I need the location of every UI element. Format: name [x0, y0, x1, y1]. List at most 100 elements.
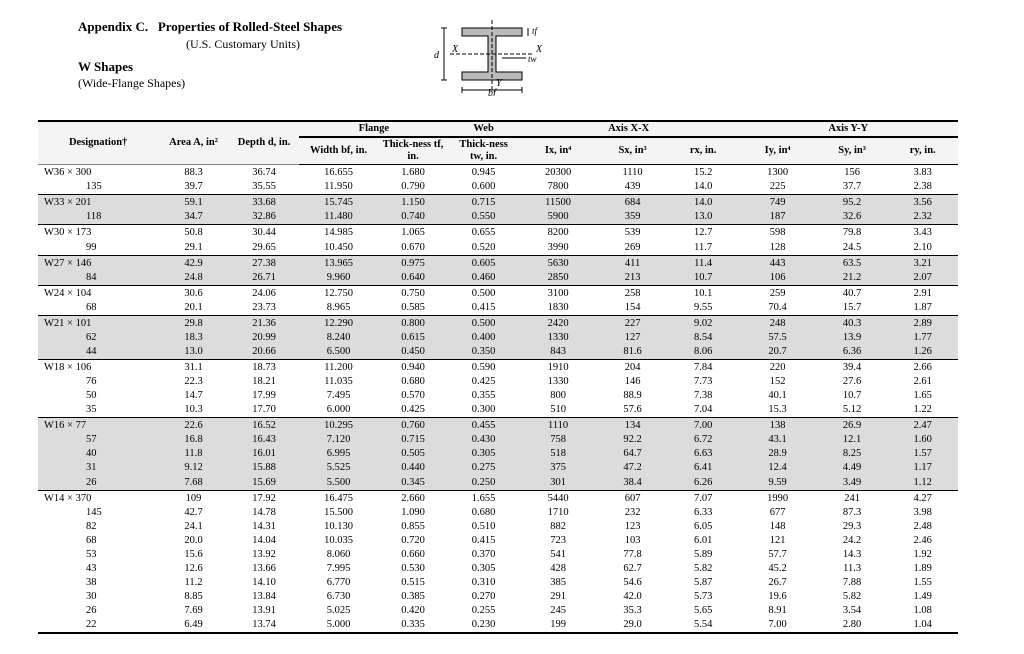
value-cell: 0.720	[378, 534, 449, 548]
value-cell: 1990	[738, 490, 816, 506]
designation-cell: W27 × 146	[38, 255, 158, 271]
table-row: 6820.123.738.9650.5850.41518301549.5570.…	[38, 301, 958, 316]
value-cell: 2.48	[887, 520, 958, 534]
value-cell: 0.310	[448, 576, 519, 590]
value-cell: 3.21	[887, 255, 958, 271]
title: Properties of Rolled-Steel Shapes	[158, 19, 342, 34]
value-cell: 0.415	[448, 534, 519, 548]
value-cell: 518	[519, 447, 597, 461]
table-row: W18 × 10631.118.7311.2000.9400.590191020…	[38, 360, 958, 376]
value-cell: 57.5	[738, 331, 816, 345]
value-cell: 2.47	[887, 418, 958, 434]
col-tw: Thick-ness tw, in.	[448, 137, 519, 165]
value-cell: 77.8	[597, 548, 668, 562]
value-cell: 24.5	[817, 241, 888, 256]
value-cell: 1.17	[887, 461, 958, 475]
value-cell: 510	[519, 403, 597, 418]
subtitle: W Shapes	[78, 58, 342, 76]
value-cell: 359	[597, 210, 668, 225]
value-cell: 39.7	[158, 180, 229, 195]
value-cell: 95.2	[817, 195, 888, 211]
value-cell: 0.945	[448, 165, 519, 181]
value-cell: 3.49	[817, 476, 888, 491]
value-cell: 1110	[519, 418, 597, 434]
value-cell: 154	[597, 301, 668, 316]
table-row: 308.8513.846.7300.3850.27029142.05.7319.…	[38, 590, 958, 604]
subtitle2: (Wide-Flange Shapes)	[78, 75, 342, 91]
value-cell: 22.6	[158, 418, 229, 434]
value-cell: 0.305	[448, 562, 519, 576]
value-cell: 22.3	[158, 375, 229, 389]
value-cell: 7.120	[299, 433, 377, 447]
units-line: (U.S. Customary Units)	[186, 36, 342, 52]
value-cell: 758	[519, 433, 597, 447]
designation-cell: 57	[38, 433, 158, 447]
value-cell: 3.56	[887, 195, 958, 211]
value-cell: 0.305	[448, 447, 519, 461]
value-cell: 0.940	[378, 360, 449, 376]
value-cell: 88.3	[158, 165, 229, 181]
value-cell: 21.2	[817, 271, 888, 286]
table-row: 4312.613.667.9950.5300.30542862.75.8245.…	[38, 562, 958, 576]
value-cell: 1.12	[887, 476, 958, 491]
ibeam-diagram: d X X tf tw Y bf	[422, 18, 562, 96]
value-cell: 10.3	[158, 403, 229, 418]
value-cell: 269	[597, 241, 668, 256]
value-cell: 5900	[519, 210, 597, 225]
value-cell: 64.7	[597, 447, 668, 461]
value-cell: 3.83	[887, 165, 958, 181]
label-tf: tf	[532, 26, 539, 36]
value-cell: 26.7	[738, 576, 816, 590]
value-cell: 3990	[519, 241, 597, 256]
value-cell: 385	[519, 576, 597, 590]
value-cell: 31.1	[158, 360, 229, 376]
designation-cell: 26	[38, 476, 158, 491]
value-cell: 6.41	[668, 461, 739, 475]
value-cell: 1.87	[887, 301, 958, 316]
value-cell: 1.89	[887, 562, 958, 576]
table-row: W33 × 20159.133.6815.7451.1500.715115006…	[38, 195, 958, 211]
value-cell: 37.7	[817, 180, 888, 195]
value-cell: 14.0	[668, 195, 739, 211]
value-cell: 16.01	[229, 447, 300, 461]
value-cell: 227	[597, 315, 668, 331]
value-cell: 0.455	[448, 418, 519, 434]
value-cell: 723	[519, 534, 597, 548]
value-cell: 10.7	[817, 389, 888, 403]
value-cell: 16.8	[158, 433, 229, 447]
value-cell: 11.480	[299, 210, 377, 225]
value-cell: 10.295	[299, 418, 377, 434]
table-row: 8424.826.719.9600.6400.460285021310.7106…	[38, 271, 958, 286]
value-cell: 17.70	[229, 403, 300, 418]
value-cell: 15.500	[299, 506, 377, 520]
value-cell: 4.49	[817, 461, 888, 475]
value-cell: 0.335	[378, 618, 449, 633]
appendix-label: Appendix C.	[78, 19, 148, 34]
value-cell: 439	[597, 180, 668, 195]
value-cell: 29.0	[597, 618, 668, 633]
value-cell: 20.66	[229, 345, 300, 360]
value-cell: 0.460	[448, 271, 519, 286]
value-cell: 1.04	[887, 618, 958, 633]
value-cell: 23.73	[229, 301, 300, 316]
value-cell: 204	[597, 360, 668, 376]
value-cell: 11.8	[158, 447, 229, 461]
value-cell: 0.400	[448, 331, 519, 345]
col-ry: ry, in.	[887, 137, 958, 165]
value-cell: 0.505	[378, 447, 449, 461]
value-cell: 2850	[519, 271, 597, 286]
value-cell: 1.49	[887, 590, 958, 604]
value-cell: 0.255	[448, 604, 519, 618]
value-cell: 14.10	[229, 576, 300, 590]
value-cell: 16.655	[299, 165, 377, 181]
value-cell: 0.500	[448, 315, 519, 331]
value-cell: 0.500	[448, 285, 519, 301]
value-cell: 1110	[597, 165, 668, 181]
value-cell: 13.84	[229, 590, 300, 604]
value-cell: 6.63	[668, 447, 739, 461]
value-cell: 2.46	[887, 534, 958, 548]
value-cell: 26.71	[229, 271, 300, 286]
value-cell: 8.85	[158, 590, 229, 604]
value-cell: 0.345	[378, 476, 449, 491]
value-cell: 7.88	[817, 576, 888, 590]
